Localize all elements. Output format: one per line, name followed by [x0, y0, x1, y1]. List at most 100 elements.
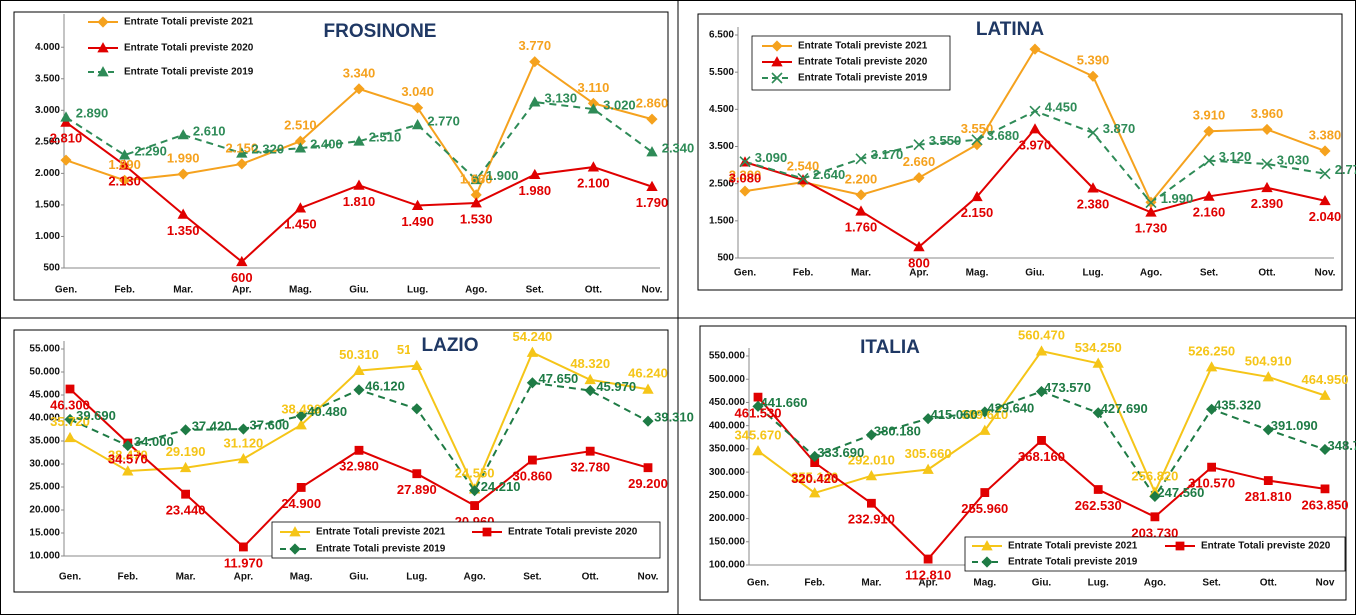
- legend-label: Entrate Totali previste 2020: [798, 57, 928, 68]
- data-label: 2.130: [108, 174, 141, 189]
- data-label: 305.660: [905, 446, 952, 461]
- x-tick-label: Feb.: [793, 268, 814, 279]
- data-label: 32.780: [570, 460, 610, 475]
- chart-title: LAZIO: [422, 335, 479, 356]
- data-label: 2.770: [427, 113, 460, 128]
- data-label: 333.690: [817, 445, 864, 460]
- data-label: 1.980: [519, 183, 552, 198]
- legend-label: Entrate Totali previste 2019: [1008, 557, 1138, 568]
- x-tick-label: Giu.: [349, 285, 369, 296]
- y-tick-label: 500: [43, 263, 60, 274]
- data-label: 3.970: [1019, 137, 1052, 152]
- y-tick-label: 25.000: [29, 482, 60, 493]
- x-tick-label: Giu.: [1032, 578, 1052, 589]
- data-label: 37.420: [192, 418, 232, 433]
- y-tick-label: 1.500: [709, 215, 734, 226]
- data-point: [471, 502, 479, 510]
- x-tick-label: Nov.: [638, 572, 659, 583]
- data-label: 2.890: [76, 106, 109, 121]
- x-tick-label: Set.: [526, 285, 545, 296]
- data-label: 37.600: [250, 417, 290, 432]
- data-label: 3.090: [755, 150, 788, 165]
- data-label: 50.310: [339, 347, 379, 362]
- x-tick-label: Nov.: [1315, 268, 1336, 279]
- data-point: [1094, 486, 1102, 494]
- data-point: [239, 543, 247, 551]
- data-label: 1.990: [1161, 191, 1194, 206]
- y-tick-label: 55.000: [29, 344, 60, 355]
- data-label: 380.180: [874, 423, 921, 438]
- chart-title: ITALIA: [860, 337, 920, 358]
- y-tick-label: 200.000: [709, 513, 746, 524]
- data-label: 2.660: [903, 154, 936, 169]
- legend-label: Entrate Totali previste 2021: [798, 41, 928, 52]
- x-tick-label: Ott.: [585, 285, 602, 296]
- y-tick-label: 150.000: [709, 536, 746, 547]
- y-tick-label: 100.000: [709, 560, 746, 571]
- y-tick-label: 4.000: [35, 42, 60, 53]
- data-label: 473.570: [1044, 380, 1091, 395]
- data-point: [924, 555, 932, 563]
- x-tick-label: Lug.: [406, 572, 427, 583]
- data-label: 2.340: [662, 140, 695, 155]
- data-label: 46.120: [365, 378, 405, 393]
- data-label: 1.490: [401, 214, 434, 229]
- chart-title: LATINA: [976, 19, 1045, 40]
- y-tick-label: 20.000: [29, 505, 60, 516]
- x-tick-label: Gen.: [55, 285, 77, 296]
- y-tick-label: 1.000: [35, 231, 60, 242]
- data-label: 1.350: [167, 223, 200, 238]
- data-label: 31.120: [224, 435, 264, 450]
- y-tick-label: 6.500: [709, 30, 734, 41]
- data-label: 504.910: [1245, 353, 1292, 368]
- legend-label: Entrate Totali previste 2020: [124, 43, 254, 54]
- data-label: 800: [908, 255, 930, 270]
- data-label: 3.080: [729, 171, 762, 186]
- x-tick-label: Ott.: [1260, 578, 1277, 589]
- legend-marker: [1176, 542, 1184, 550]
- y-tick-label: 300.000: [709, 467, 746, 478]
- data-label: 2.770: [1335, 162, 1356, 177]
- x-tick-label: Ott.: [1258, 268, 1275, 279]
- data-label: 1.730: [1135, 221, 1168, 236]
- data-label: 1.530: [460, 211, 493, 226]
- x-tick-label: Nov.: [642, 285, 663, 296]
- data-point: [586, 447, 594, 455]
- data-label: 2.200: [845, 171, 878, 186]
- data-label: 348.710: [1328, 438, 1356, 453]
- data-label: 247.560: [1157, 485, 1204, 500]
- legend-label: Entrate Totali previste 2019: [124, 67, 254, 78]
- data-point: [1264, 477, 1272, 485]
- data-label: 391.090: [1271, 418, 1318, 433]
- data-label: 3.110: [577, 80, 609, 95]
- legend-label: Entrate Totali previste 2021: [124, 17, 254, 28]
- data-label: 2.390: [1251, 196, 1284, 211]
- data-label: 39.690: [76, 408, 116, 423]
- y-tick-label: 500.000: [709, 374, 746, 385]
- data-label: 3.910: [1193, 108, 1226, 123]
- x-tick-label: Set.: [1202, 578, 1221, 589]
- data-point: [297, 483, 305, 491]
- y-tick-label: 15.000: [29, 528, 60, 539]
- data-label: 24.210: [481, 479, 521, 494]
- data-label: 2.320: [252, 142, 285, 157]
- y-tick-label: 3.500: [709, 141, 734, 152]
- y-tick-label: 5.500: [709, 67, 734, 78]
- data-label: 23.440: [166, 503, 206, 518]
- x-tick-label: Set.: [1200, 268, 1219, 279]
- x-tick-label: Ago.: [465, 285, 487, 296]
- data-label: 2.510: [369, 130, 402, 145]
- data-label: 560.470: [1018, 328, 1065, 343]
- data-label: 3.020: [603, 97, 636, 112]
- y-tick-label: 3.500: [35, 73, 60, 84]
- data-label: 526.250: [1188, 343, 1235, 358]
- y-tick-label: 30.000: [29, 459, 60, 470]
- data-label: 1.990: [167, 150, 200, 165]
- data-label: 32.980: [339, 459, 379, 474]
- y-tick-label: 4.500: [709, 104, 734, 115]
- x-tick-label: Feb.: [114, 285, 135, 296]
- data-label: 534.250: [1075, 340, 1122, 355]
- data-label: 2.380: [1077, 197, 1110, 212]
- data-label: 48.320: [570, 356, 610, 371]
- data-point: [1321, 485, 1329, 493]
